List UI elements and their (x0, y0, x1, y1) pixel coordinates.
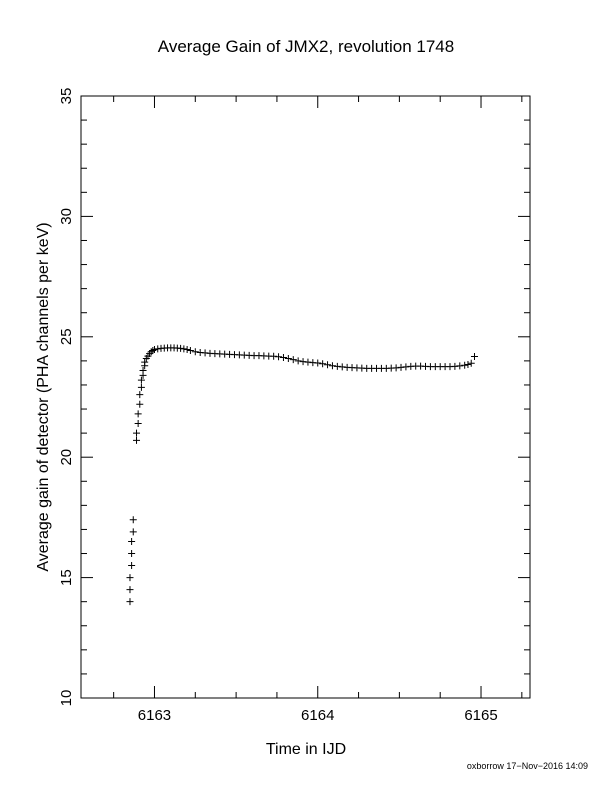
data-point (279, 354, 287, 362)
data-point (134, 419, 142, 427)
data-point (137, 376, 145, 384)
data-point (328, 362, 336, 370)
data-point (289, 356, 297, 364)
data-point (133, 429, 141, 437)
y-tick-label-20: 20 (58, 449, 75, 466)
y-tick-label-10: 10 (58, 690, 75, 707)
y-tick-label-15: 15 (58, 569, 75, 586)
data-point (467, 359, 475, 367)
data-point (314, 359, 322, 367)
data-point (126, 598, 134, 606)
x-tick-label-6164: 6164 (301, 707, 334, 724)
data-point (284, 354, 292, 362)
data-point (319, 360, 327, 368)
y-tick-label-25: 25 (58, 328, 75, 345)
x-tick-label-6163: 6163 (138, 707, 171, 724)
data-point (464, 360, 472, 368)
axis-ticks (81, 95, 530, 699)
data-point (128, 537, 136, 545)
data-point (275, 353, 283, 361)
data-point (136, 391, 144, 399)
data-point (141, 358, 149, 366)
y-tick-label-35: 35 (58, 88, 75, 105)
data-points (126, 344, 478, 606)
chart-title: Average Gain of JMX2, revolution 1748 (158, 37, 454, 56)
plot-frame (80, 95, 531, 699)
data-point (136, 400, 144, 408)
data-point (470, 353, 478, 361)
data-point (126, 574, 134, 582)
data-point (128, 562, 136, 570)
y-axis-label: Average gain of detector (PHA channels p… (35, 222, 52, 571)
data-point (129, 528, 137, 536)
data-point (129, 516, 137, 524)
data-point (183, 346, 191, 354)
data-point (133, 436, 141, 444)
data-point (180, 345, 188, 353)
data-point (456, 362, 464, 370)
data-point (324, 361, 332, 369)
y-tick-label-30: 30 (58, 208, 75, 225)
data-point (186, 347, 194, 355)
data-point (461, 361, 469, 369)
x-axis-label: Time in IJD (266, 741, 346, 758)
data-point (137, 383, 145, 391)
data-point (126, 586, 134, 594)
data-point (191, 348, 199, 356)
footer-credit: oxborrow 17−Nov−2016 14:09 (467, 761, 588, 771)
data-point (128, 550, 136, 558)
x-tick-label-6165: 6165 (464, 707, 497, 724)
data-point (150, 346, 158, 354)
data-point (149, 347, 157, 355)
data-point (134, 410, 142, 418)
data-point (139, 367, 147, 375)
data-point (294, 357, 302, 365)
